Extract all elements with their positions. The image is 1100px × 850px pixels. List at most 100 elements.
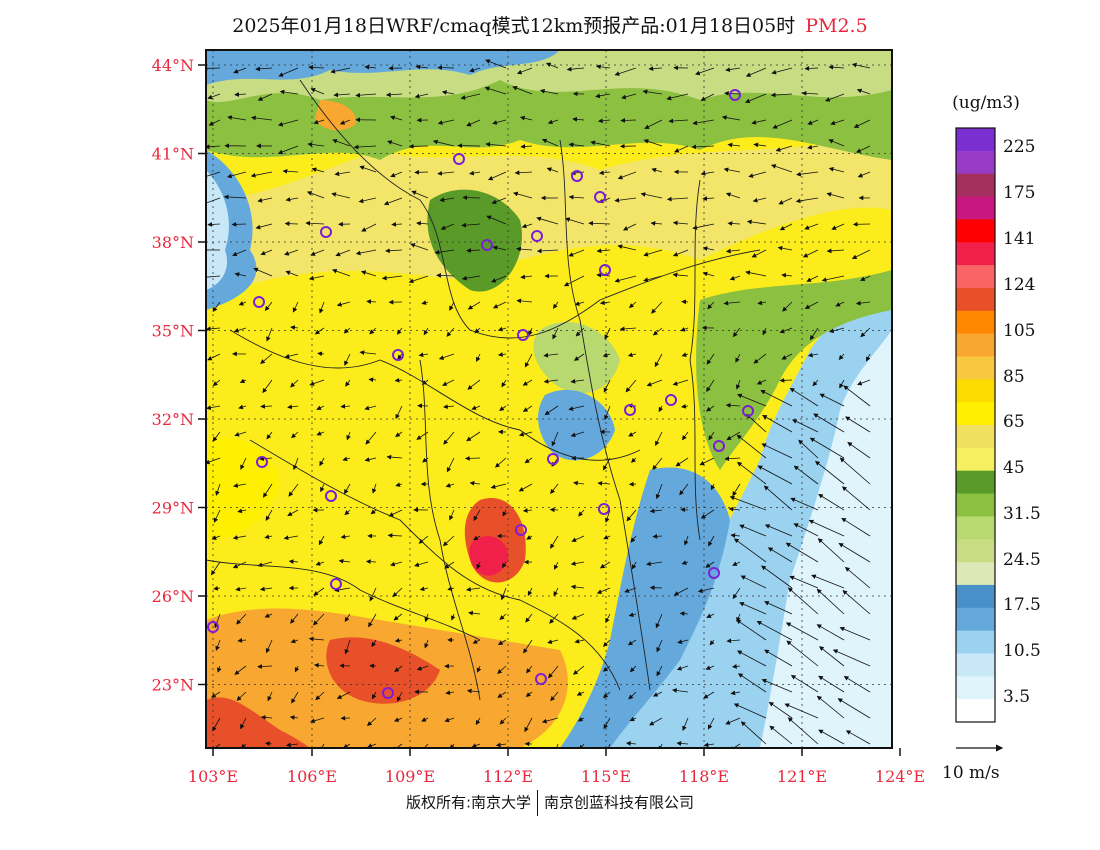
- wind-arrow: [211, 535, 221, 540]
- wind-arrow: [844, 566, 871, 589]
- wind-arrow: [516, 246, 533, 252]
- wind-arrow: [737, 393, 767, 407]
- wind-arrow: [627, 352, 637, 358]
- wind-arrow: [746, 413, 767, 433]
- wind-arrow: [364, 405, 377, 411]
- wind-arrow: [524, 717, 533, 733]
- wind-arrow: [798, 439, 819, 459]
- city-marker: [320, 226, 332, 238]
- wind-arrow: [681, 560, 689, 565]
- legend-swatch: [956, 630, 995, 654]
- wind-arrow: [516, 298, 533, 304]
- province-boundary: [559, 139, 651, 691]
- wind-arrow: [310, 249, 325, 256]
- wind-arrow: [806, 275, 819, 282]
- wind-arrow: [476, 353, 481, 363]
- wind-arrow: [206, 144, 221, 150]
- wind-arrow: [499, 717, 507, 725]
- wind-arrow: [442, 379, 455, 386]
- wind-arrow: [818, 493, 845, 511]
- wind-arrow: [643, 139, 663, 147]
- wind-arrow: [729, 495, 767, 511]
- wind-arrow: [360, 270, 377, 277]
- wind-arrow: [471, 743, 481, 748]
- wind-arrow: [394, 377, 403, 383]
- wind-arrow: [206, 457, 221, 465]
- wind-arrow: [643, 275, 663, 283]
- wind-arrow: [666, 93, 689, 101]
- wind-arrow: [739, 524, 767, 537]
- wind-arrow: [371, 483, 377, 494]
- wind-arrow: [395, 405, 403, 420]
- wind-arrow: [266, 327, 273, 342]
- wind-arrow: [710, 483, 716, 491]
- lat-label: 29°N: [152, 499, 194, 518]
- wind-arrow: [385, 248, 403, 254]
- wind-arrow: [604, 405, 611, 421]
- wind-arrow: [491, 197, 507, 205]
- legend-swatch: [956, 653, 995, 677]
- wind-arrow: [500, 587, 507, 601]
- wind-arrow: [345, 379, 351, 387]
- wind-arrow: [487, 171, 507, 181]
- wind-arrow: [740, 721, 767, 745]
- wind-arrow: [599, 561, 611, 569]
- wind-arrow: [735, 379, 741, 390]
- copyright-footer: 版权所有:南京大学 南京创蓝科技有限公司: [0, 790, 1100, 816]
- wind-arrow: [319, 457, 325, 467]
- wind-arrow: [721, 115, 741, 121]
- wind-arrow: [233, 67, 247, 74]
- wind-arrow: [565, 217, 585, 225]
- wind-arrow: [264, 741, 273, 747]
- wind-arrow: [617, 244, 637, 251]
- wind-arrow: [597, 118, 611, 124]
- wind-arrow: [795, 197, 819, 204]
- wind-arrow: [695, 67, 715, 76]
- legend-swatch: [956, 562, 995, 586]
- wind-arrow: [779, 223, 793, 231]
- wind-arrow: [519, 115, 533, 121]
- wind-arrow: [236, 613, 247, 625]
- wind-arrow: [614, 197, 637, 203]
- wind-arrow: [336, 301, 351, 307]
- wind-arrow: [779, 377, 793, 383]
- wind-arrow: [771, 67, 793, 75]
- wind-arrow: [599, 300, 611, 306]
- wind-arrow: [366, 299, 377, 305]
- wind-arrow: [287, 404, 299, 410]
- wind-arrow: [469, 67, 481, 73]
- wind-arrow: [469, 170, 481, 176]
- wind-arrow: [309, 717, 325, 724]
- wind-arrow: [391, 221, 403, 227]
- wind-arrow: [546, 167, 559, 173]
- wind-arrow: [767, 547, 793, 563]
- wind-arrow: [541, 138, 559, 147]
- wind-arrow: [604, 509, 611, 523]
- wind-arrow: [681, 403, 689, 409]
- wind-arrow: [495, 742, 507, 748]
- wind-arrow: [206, 405, 221, 411]
- wind-arrow: [484, 86, 507, 95]
- wind-arrow: [381, 275, 403, 281]
- wind-arrow: [627, 639, 637, 646]
- wind-arrow: [809, 437, 845, 459]
- field-blue-north: [206, 50, 560, 85]
- wind-arrow: [239, 378, 247, 384]
- wind-arrow: [292, 457, 299, 471]
- wind-arrow: [588, 220, 611, 226]
- wind-arrow: [240, 457, 247, 470]
- wind-arrow: [395, 482, 403, 487]
- wind-arrow: [237, 508, 247, 514]
- wind-arrow: [446, 457, 455, 473]
- wind-arrow: [316, 431, 325, 436]
- wind-arrow: [737, 673, 767, 693]
- wind-arrow: [807, 352, 819, 358]
- lat-label: 32°N: [152, 410, 194, 429]
- wind-arrow: [650, 221, 663, 226]
- wind-arrow: [821, 275, 845, 283]
- wind-arrow: [234, 272, 247, 277]
- wind-arrow: [526, 535, 533, 540]
- wind-arrow: [343, 327, 351, 334]
- wind-arrow: [294, 665, 300, 673]
- wind-arrow: [545, 62, 559, 69]
